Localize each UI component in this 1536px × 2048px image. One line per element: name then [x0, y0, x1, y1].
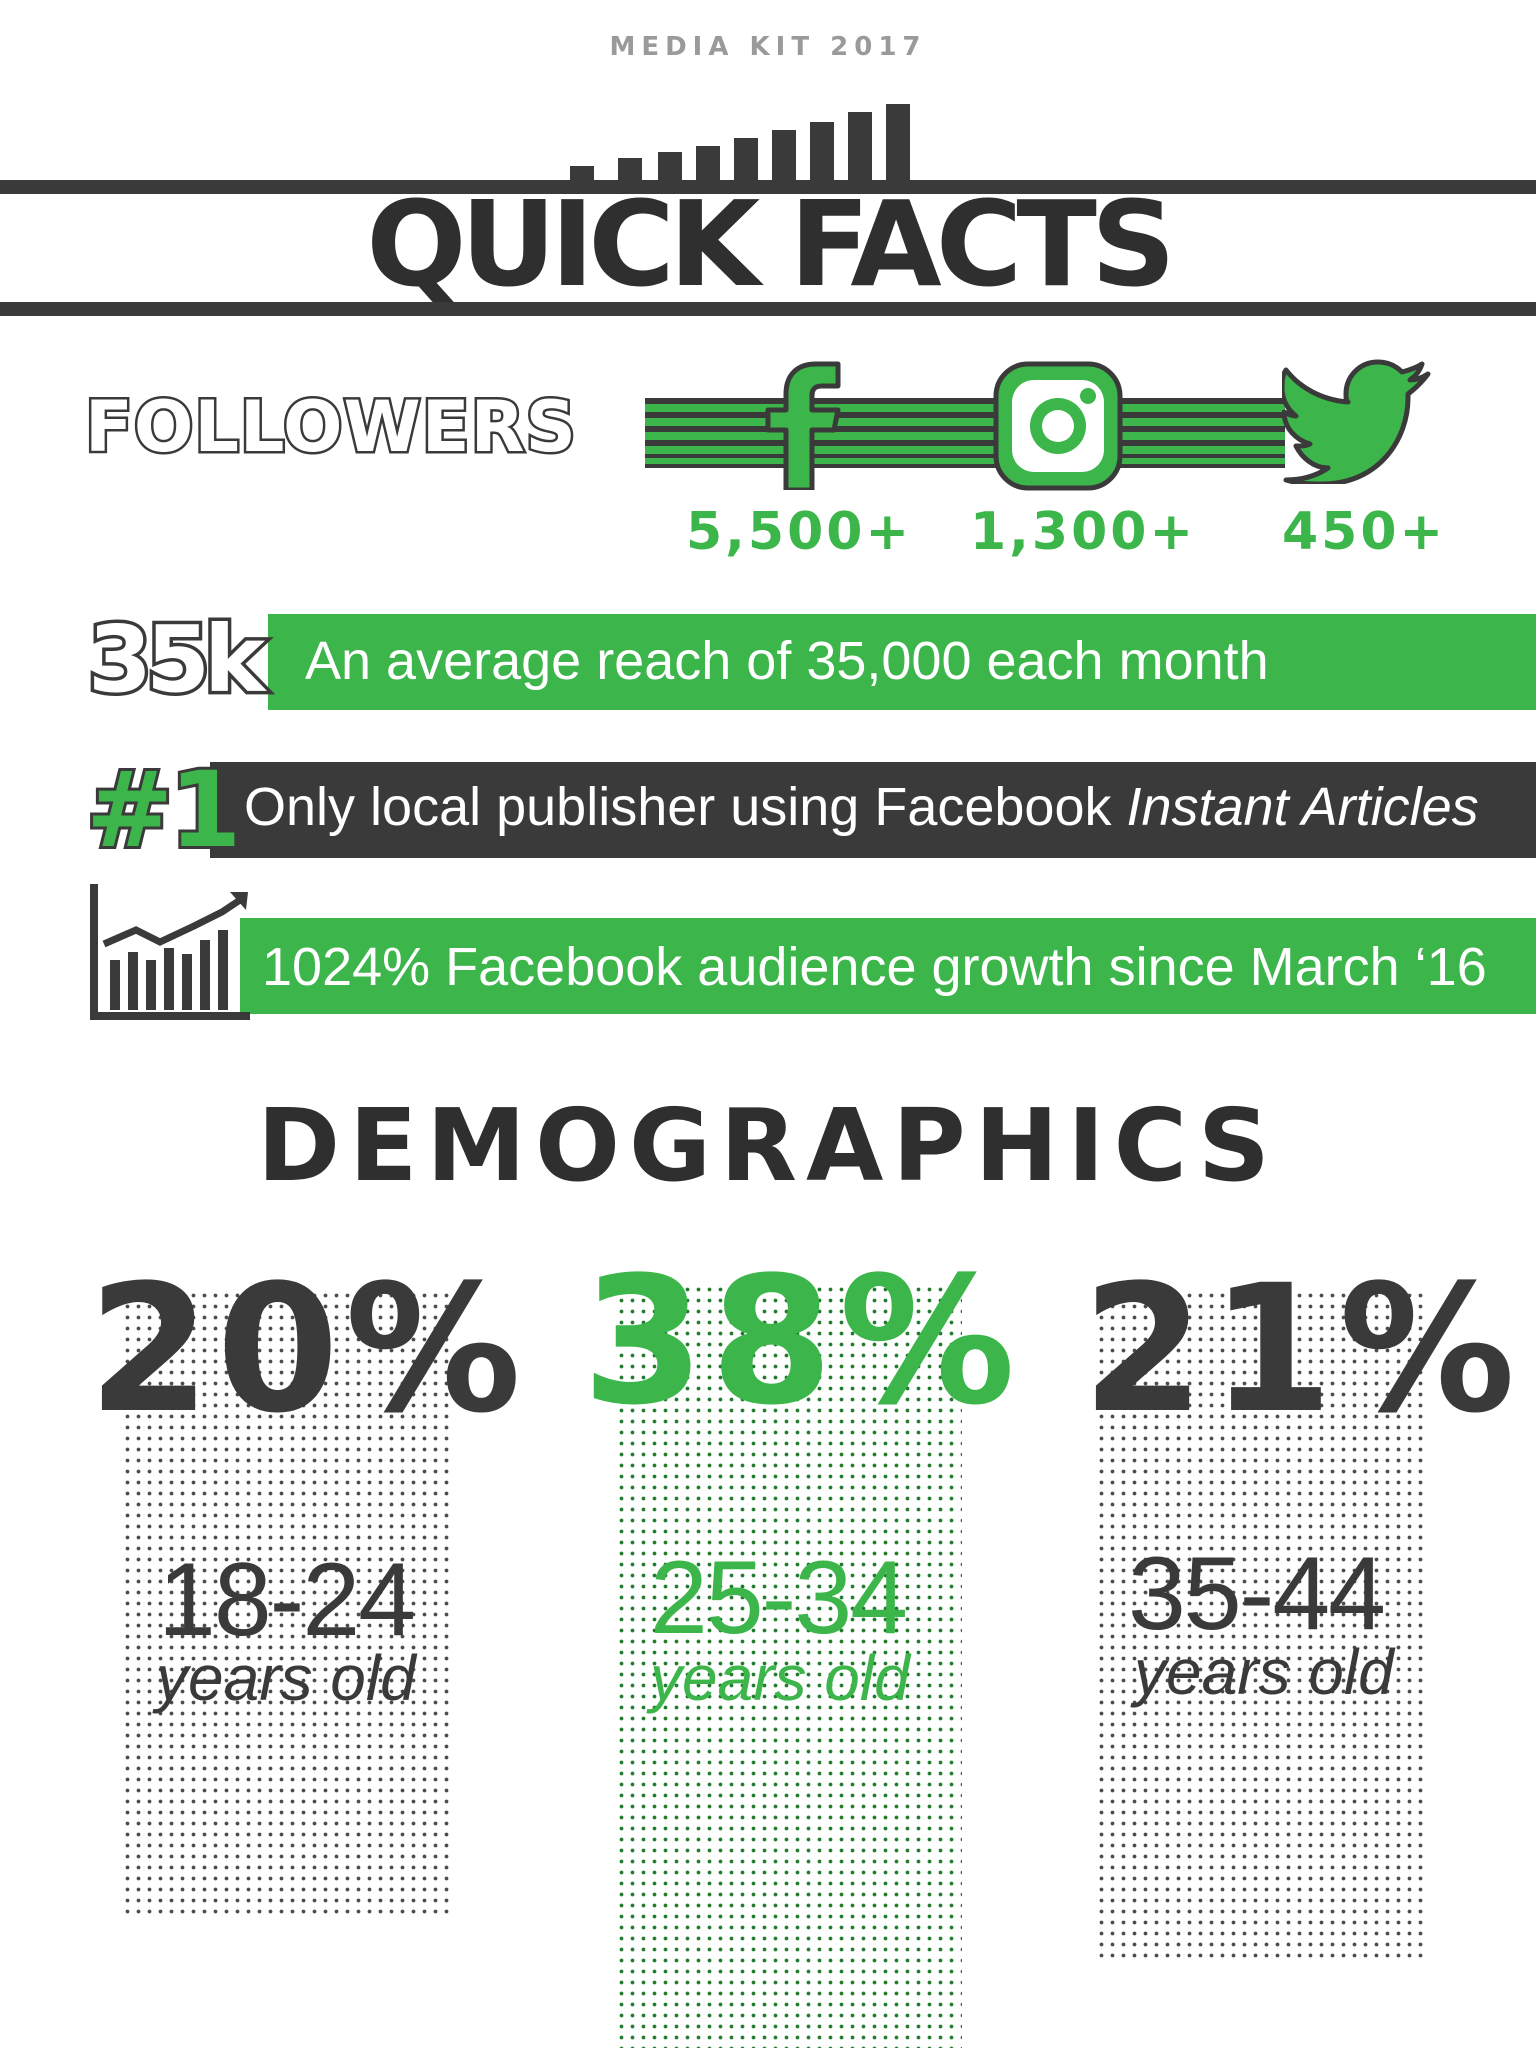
title-rule-bottom [0, 302, 1536, 316]
publisher-text-italic: Instant Articles [1126, 777, 1479, 837]
publisher-band [210, 762, 1536, 858]
reach-badge: 35k [84, 606, 268, 713]
growth-band [240, 918, 1536, 1014]
demographic-panel-25-34 [616, 1284, 962, 2048]
media-kit-kicker: MEDIA KIT 2017 [609, 32, 927, 62]
demographic-age-25-34: 25-34 [650, 1540, 908, 1656]
facebook-icon [765, 361, 841, 490]
publisher-text-main: Only local publisher using Facebook [244, 777, 1127, 837]
reach-text: An average reach of 35,000 each month [305, 631, 1269, 691]
demographic-unit-35-44: years old [1134, 1636, 1394, 1708]
reach-band [268, 614, 1536, 710]
growth-chart-icon [90, 884, 250, 1020]
demographic-percent-35-44: 21% [1082, 1247, 1522, 1452]
publisher-text: Only local publisher using Facebook Inst… [244, 780, 1479, 834]
demographics-title: DEMOGRAPHICS [257, 1087, 1279, 1204]
demographic-panel-18-24 [122, 1290, 452, 1920]
facebook-count: 5,500+ [686, 502, 913, 562]
twitter-count: 450+ [1282, 502, 1447, 562]
rank-badge: #1 [83, 749, 244, 871]
demographic-panel-35-44 [1096, 1290, 1426, 1960]
twitter-icon [1282, 359, 1431, 484]
growth-text: 1024% Facebook audience growth since Mar… [262, 937, 1487, 997]
demographic-age-35-44: 35-44 [1128, 1536, 1386, 1652]
demographic-percent-25-34: 38% [582, 1239, 1022, 1444]
demographic-age-18-24: 18-24 [158, 1542, 416, 1658]
page-title: QUICK FACTS [366, 175, 1176, 313]
followers-label: FOLLOWERS [83, 386, 579, 468]
title-rule-top [0, 180, 1536, 194]
instagram-count: 1,300+ [970, 502, 1197, 562]
instagram-icon [993, 361, 1123, 491]
demographic-unit-25-34: years old [650, 1642, 910, 1714]
demographic-unit-18-24: years old [156, 1642, 416, 1714]
bar-chart-icon [570, 104, 910, 180]
demographic-percent-18-24: 20% [88, 1247, 528, 1452]
speed-lines [645, 398, 1285, 468]
